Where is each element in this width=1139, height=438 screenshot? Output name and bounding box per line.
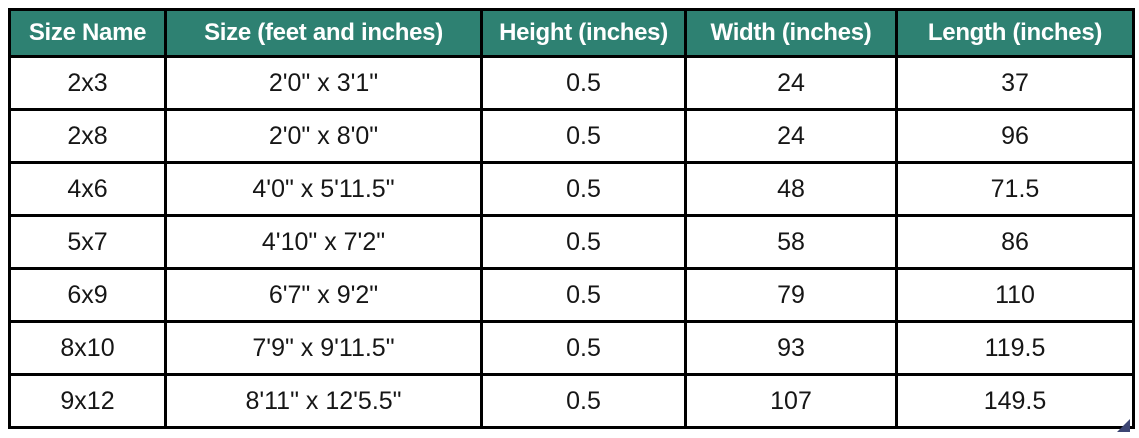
table-cell: 0.5 bbox=[480, 161, 687, 217]
table-cell: 8x10 bbox=[8, 320, 167, 376]
table-row: 9x12 8'11" x 12'5.5" 0.5 107 149.5 bbox=[8, 373, 1135, 429]
table-cell: 6'7" x 9'2" bbox=[164, 267, 483, 323]
header-cell: Size Name bbox=[8, 8, 167, 58]
header-cell: Height (inches) bbox=[480, 8, 687, 58]
table-cell: 0.5 bbox=[480, 320, 687, 376]
table-cell: 96 bbox=[895, 108, 1135, 164]
table-row: 5x7 4'10" x 7'2" 0.5 58 86 bbox=[8, 214, 1135, 270]
table-row: 2x8 2'0" x 8'0" 0.5 24 96 bbox=[8, 108, 1135, 164]
table-cell: 0.5 bbox=[480, 55, 687, 111]
size-chart-table: Size Name Size (feet and inches) Height (i… bbox=[8, 8, 1135, 429]
table-cell: 2x8 bbox=[8, 108, 167, 164]
table-cell: 6x9 bbox=[8, 267, 167, 323]
table-cell: 4x6 bbox=[8, 161, 167, 217]
table-cell: 37 bbox=[895, 55, 1135, 111]
table-row: 2x3 2'0" x 3'1" 0.5 24 37 bbox=[8, 55, 1135, 111]
table-cell: 24 bbox=[684, 55, 898, 111]
table-cell: 8'11" x 12'5.5" bbox=[164, 373, 483, 429]
table-cell: 24 bbox=[684, 108, 898, 164]
header-cell: Width (inches) bbox=[684, 8, 898, 58]
table-row: 6x9 6'7" x 9'2" 0.5 79 110 bbox=[8, 267, 1135, 323]
table-cell: 48 bbox=[684, 161, 898, 217]
table-cell: 86 bbox=[895, 214, 1135, 270]
table-cell: 2'0" x 8'0" bbox=[164, 108, 483, 164]
table-cell: 71.5 bbox=[895, 161, 1135, 217]
table-cell: 79 bbox=[684, 267, 898, 323]
table-cell: 110 bbox=[895, 267, 1135, 323]
table-cell: 7'9" x 9'11.5" bbox=[164, 320, 483, 376]
table-cell: 4'10" x 7'2" bbox=[164, 214, 483, 270]
table-row: 4x6 4'0" x 5'11.5" 0.5 48 71.5 bbox=[8, 161, 1135, 217]
table-cell: 0.5 bbox=[480, 108, 687, 164]
table-cell: 4'0" x 5'11.5" bbox=[164, 161, 483, 217]
table-row: 8x10 7'9" x 9'11.5" 0.5 93 119.5 bbox=[8, 320, 1135, 376]
table-cell: 9x12 bbox=[8, 373, 167, 429]
header-cell: Size (feet and inches) bbox=[164, 8, 483, 58]
table-cell: 107 bbox=[684, 373, 898, 429]
table-cell: 0.5 bbox=[480, 267, 687, 323]
header-row: Size Name Size (feet and inches) Height (i… bbox=[8, 8, 1135, 58]
table-cell: 58 bbox=[684, 214, 898, 270]
table-cell: 149.5 bbox=[895, 373, 1135, 429]
table-cell: 93 bbox=[684, 320, 898, 376]
table-cell: 2'0" x 3'1" bbox=[164, 55, 483, 111]
table-cell: 0.5 bbox=[480, 373, 687, 429]
table-cell: 119.5 bbox=[895, 320, 1135, 376]
size-chart-table-wrap: Size Name Size (feet and inches) Height (i… bbox=[8, 8, 1135, 429]
header-cell: Length (inches) bbox=[895, 8, 1135, 58]
table-cell: 2x3 bbox=[8, 55, 167, 111]
table-cell: 0.5 bbox=[480, 214, 687, 270]
table-cell: 5x7 bbox=[8, 214, 167, 270]
